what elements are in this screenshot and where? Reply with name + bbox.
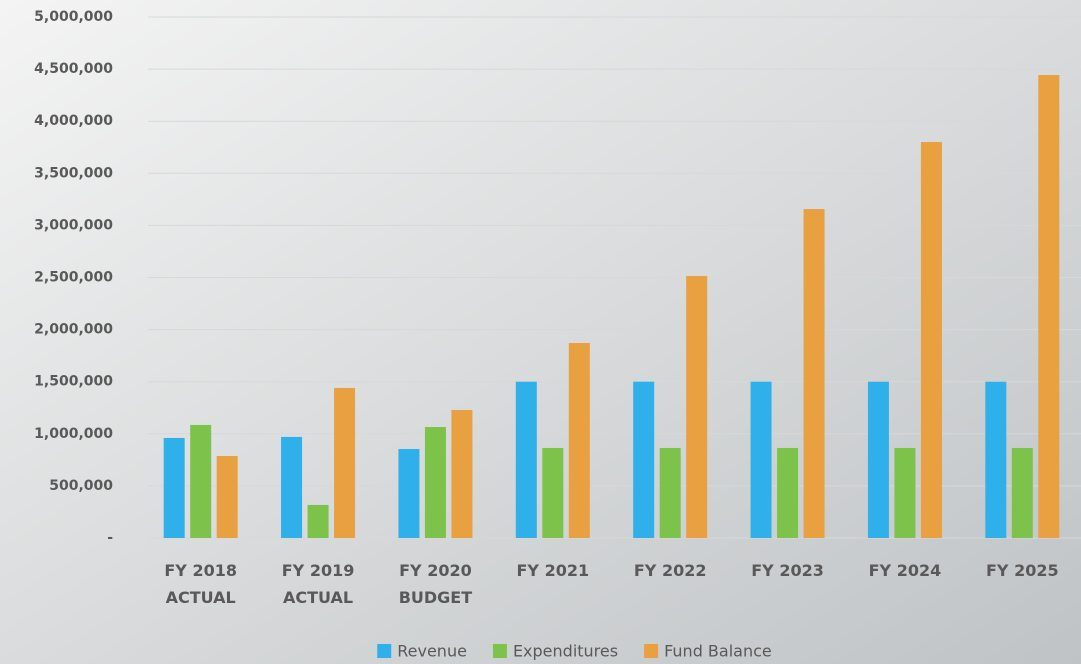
bar [920, 142, 942, 539]
bar [216, 455, 238, 538]
legend-swatch [644, 644, 659, 658]
x-tick-label: FY 2022 [634, 561, 707, 580]
legend-swatch [492, 644, 507, 658]
bar [633, 381, 655, 538]
legend-label: Fund Balance [664, 642, 772, 661]
bar [686, 276, 708, 538]
bar [190, 424, 212, 538]
x-tick-label: FY 2018 ACTUAL [164, 561, 237, 607]
bar [424, 427, 446, 538]
bar [163, 437, 185, 538]
legend-label: Expenditures [513, 642, 618, 661]
y-tick-label: 2,500,000 [34, 270, 113, 286]
y-tick-label: 3,000,000 [34, 217, 113, 233]
bar [894, 447, 916, 538]
y-tick-label: 500,000 [49, 478, 113, 494]
x-tick-line: FY 2020 [399, 561, 472, 580]
x-tick-label: FY 2024 [869, 561, 942, 580]
x-tick-line: FY 2025 [986, 561, 1059, 580]
x-tick-line: FY 2022 [634, 561, 707, 580]
bar [515, 381, 537, 538]
x-tick-line: ACTUAL [166, 588, 236, 607]
bar [1011, 447, 1033, 538]
bar [334, 387, 356, 538]
bar [985, 381, 1007, 538]
x-tick-line: FY 2018 [164, 561, 237, 580]
legend-swatch [377, 644, 392, 658]
bar [451, 410, 473, 538]
x-tick-line: FY 2019 [282, 561, 355, 580]
x-tick-line: FY 2021 [517, 561, 590, 580]
y-tick-label: 1,500,000 [34, 374, 113, 390]
bar [750, 381, 772, 538]
x-tick-line: FY 2023 [751, 561, 824, 580]
y-tick-label: - [107, 530, 113, 546]
y-tick-label: 4,500,000 [34, 61, 113, 77]
y-tick-label: 1,000,000 [34, 426, 113, 442]
x-tick-label: FY 2023 [751, 561, 824, 580]
x-tick-line: FY 2024 [869, 561, 942, 580]
x-tick-line: BUDGET [399, 588, 473, 607]
y-tick-label: 5,000,000 [34, 9, 113, 25]
y-tick-label: 4,000,000 [34, 113, 113, 129]
bar [281, 436, 303, 538]
bar [777, 447, 799, 538]
bar [867, 381, 889, 538]
x-tick-label: FY 2025 [986, 561, 1059, 580]
y-tick-label: 2,000,000 [34, 322, 113, 338]
x-tick-label: FY 2021 [517, 561, 590, 580]
bar [1038, 75, 1060, 538]
bar [803, 209, 825, 539]
bar [542, 447, 564, 538]
bar [307, 504, 329, 538]
x-tick-line: ACTUAL [283, 588, 353, 607]
bar [398, 449, 420, 538]
legend-label: Revenue [397, 642, 467, 661]
x-tick-label: FY 2019 ACTUAL [282, 561, 355, 607]
x-tick-label: FY 2020 BUDGET [399, 561, 473, 607]
bar [659, 447, 681, 538]
y-tick-label: 3,500,000 [34, 165, 113, 181]
bar [568, 343, 590, 538]
